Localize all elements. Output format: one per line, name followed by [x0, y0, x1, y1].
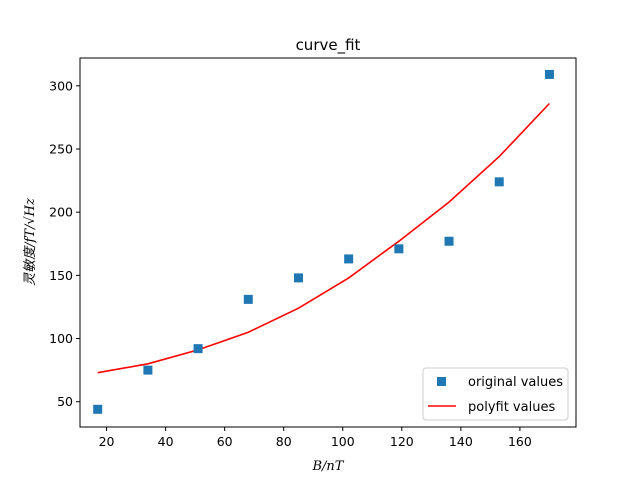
legend-marker-original-values	[437, 377, 446, 386]
x-tick-label: 100	[331, 434, 355, 449]
x-tick-label: 140	[449, 434, 473, 449]
y-tick-label: 200	[49, 205, 73, 220]
data-point	[544, 69, 554, 79]
data-point	[344, 254, 354, 264]
y-tick-label: 50	[57, 394, 73, 409]
x-tick-label: 160	[508, 434, 532, 449]
data-point	[193, 344, 203, 354]
data-point	[494, 177, 504, 187]
data-point	[93, 404, 103, 414]
polyfit-line	[97, 102, 550, 374]
y-axis: 50 100 150 200 250 300	[49, 78, 80, 409]
x-tick-label: 60	[217, 434, 233, 449]
data-point	[394, 244, 404, 254]
x-tick-label: 20	[99, 434, 115, 449]
data-point	[243, 294, 253, 304]
y-axis-label: 灵敏度/fT/√Hz	[23, 198, 38, 286]
y-tick-label: 100	[49, 331, 73, 346]
chart-title: curve_fit	[296, 36, 361, 55]
x-tick-label: 40	[158, 434, 174, 449]
x-axis: 20 40 60 80 100 120 140 160	[99, 427, 532, 449]
y-tick-label: 150	[49, 268, 73, 283]
data-point	[143, 365, 153, 375]
legend-label-original-values: original values	[468, 375, 563, 390]
plot-marks	[93, 69, 554, 414]
legend: original values polyfit values	[422, 367, 569, 421]
y-tick-label: 250	[49, 141, 73, 156]
plot-frame	[79, 57, 577, 428]
data-point	[293, 273, 303, 283]
legend-box	[422, 367, 569, 421]
x-tick-label: 120	[390, 434, 414, 449]
data-point	[444, 236, 454, 246]
legend-label-polyfit-values: polyfit values	[468, 400, 555, 415]
y-tick-label: 300	[49, 78, 73, 93]
x-tick-label: 80	[276, 434, 292, 449]
x-axis-label: B/nT	[312, 459, 345, 474]
